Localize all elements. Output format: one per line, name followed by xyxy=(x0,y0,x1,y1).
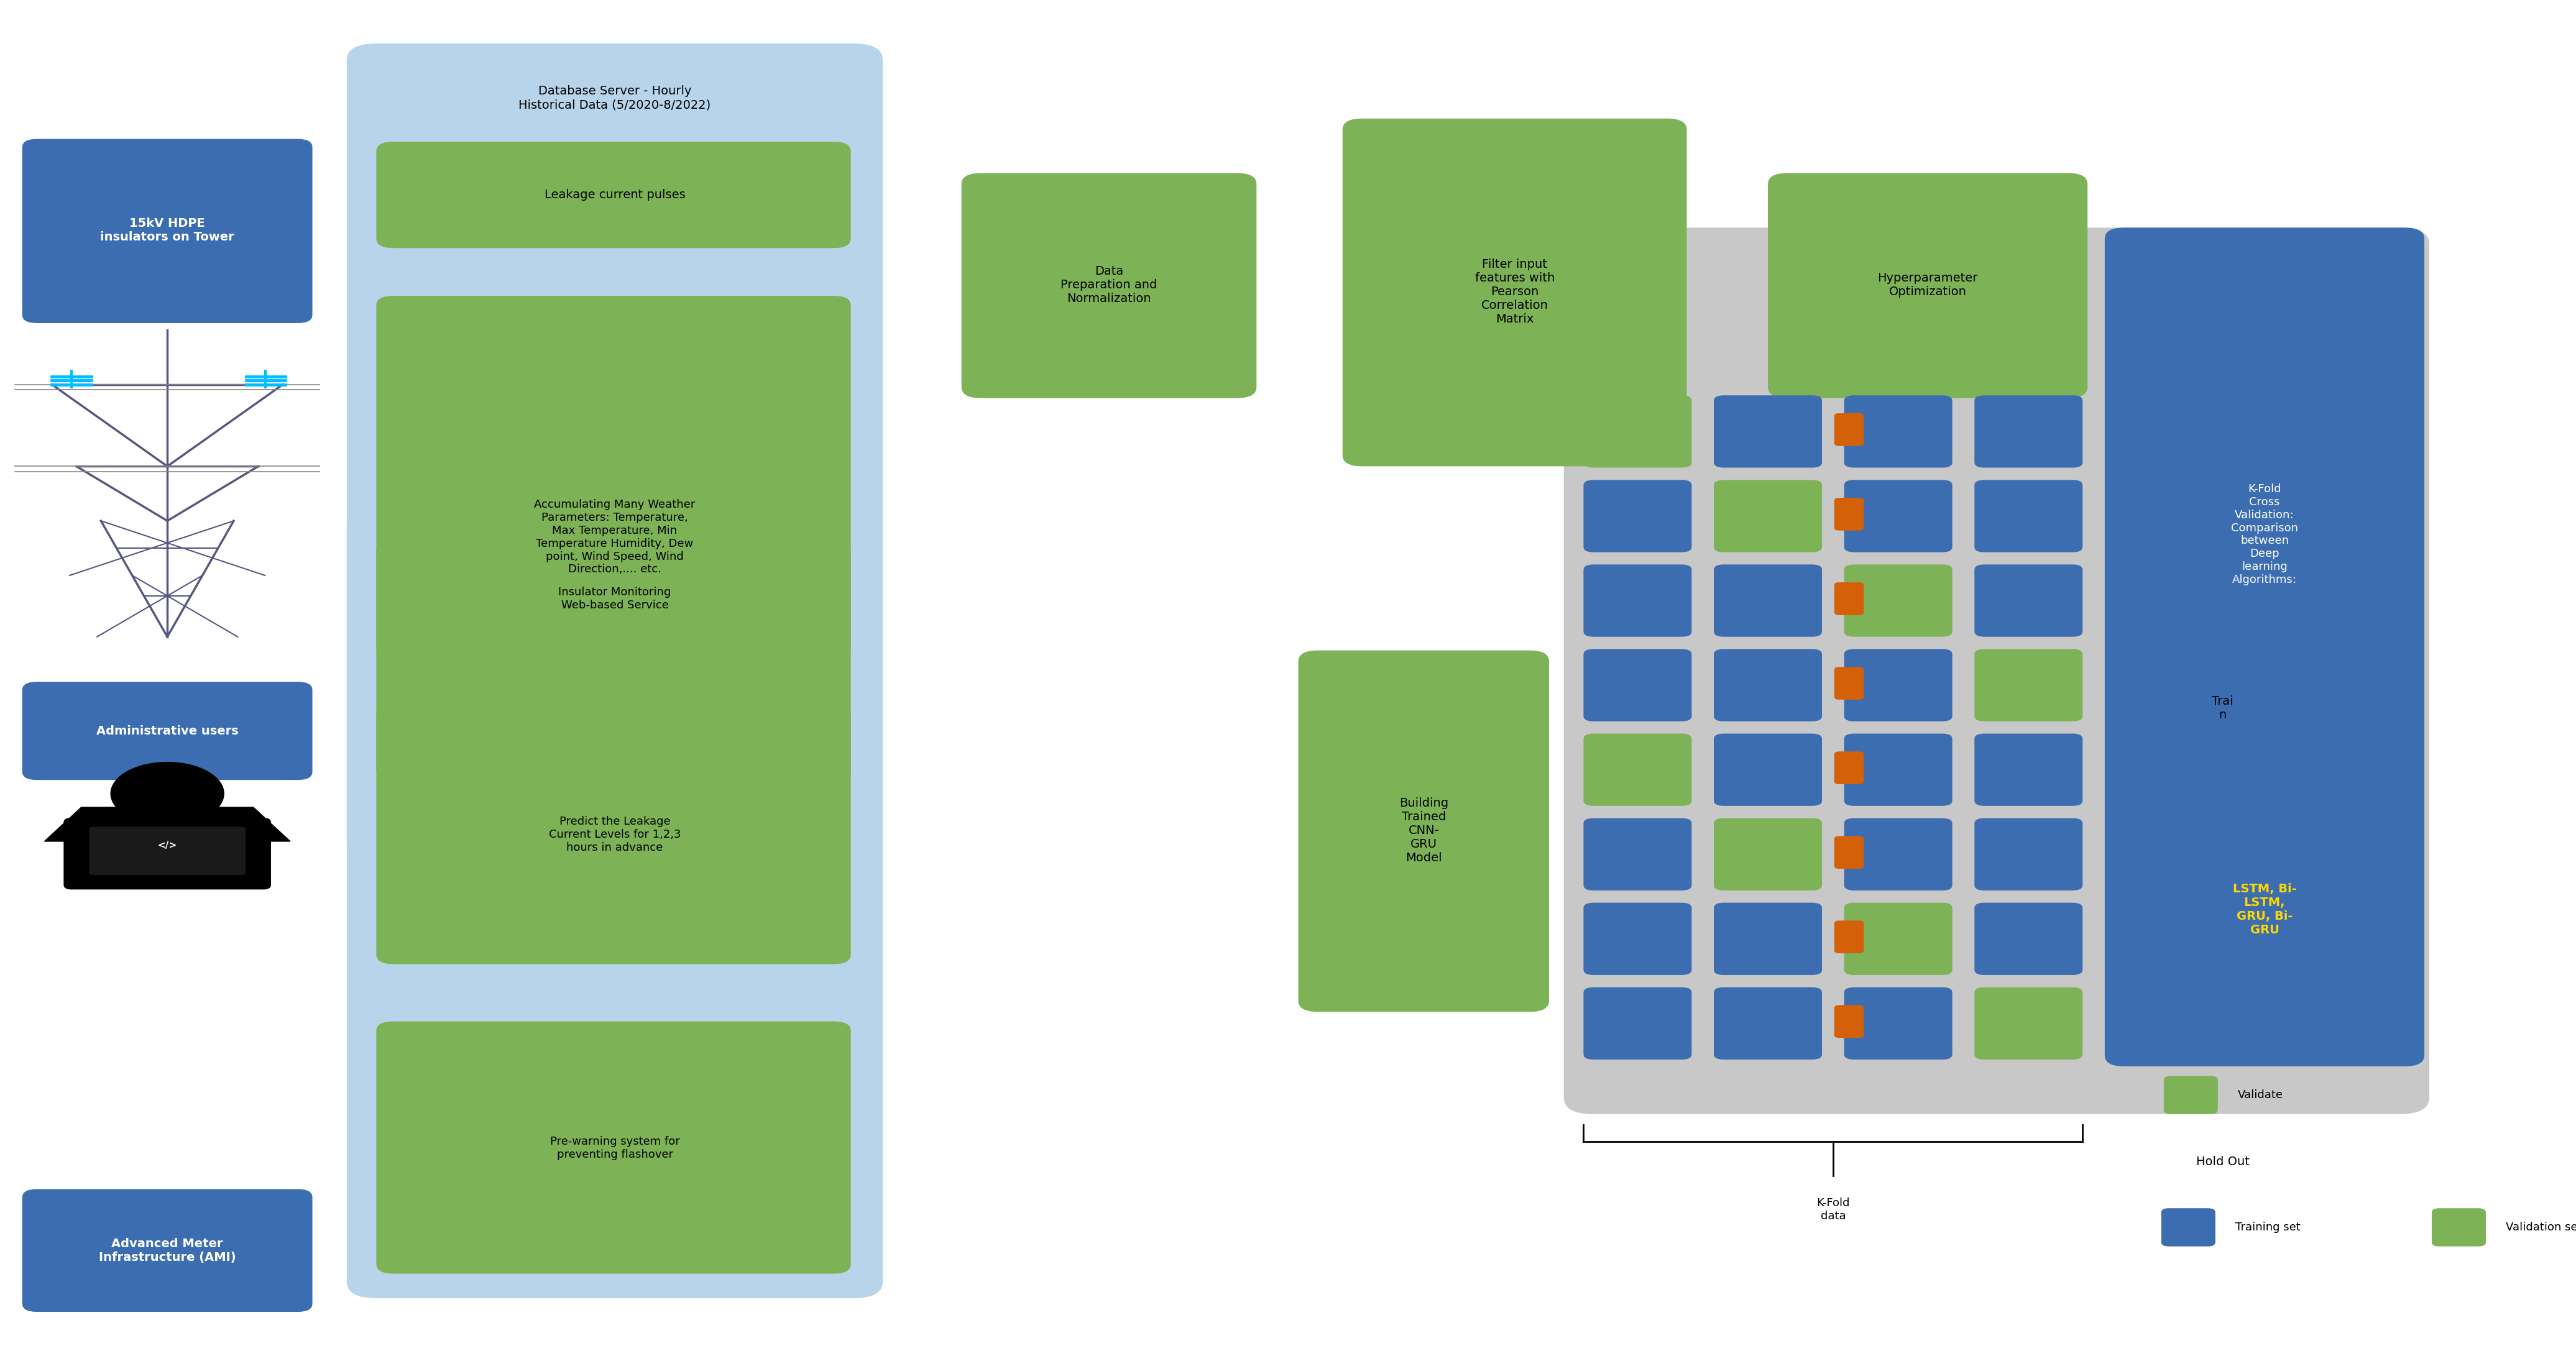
FancyBboxPatch shape xyxy=(1973,819,2081,890)
Text: Administrative users: Administrative users xyxy=(95,726,240,737)
FancyBboxPatch shape xyxy=(2166,734,2280,806)
FancyBboxPatch shape xyxy=(1844,564,1953,637)
FancyBboxPatch shape xyxy=(1767,172,2087,398)
Text: Insulator Monitoring
Web-based Service: Insulator Monitoring Web-based Service xyxy=(559,586,672,611)
FancyBboxPatch shape xyxy=(1973,396,2081,468)
FancyBboxPatch shape xyxy=(2105,227,2424,1066)
FancyBboxPatch shape xyxy=(1713,734,1821,806)
Text: Trai
n: Trai n xyxy=(2213,695,2233,721)
Text: Data
Preparation and
Normalization: Data Preparation and Normalization xyxy=(1061,266,1157,304)
FancyBboxPatch shape xyxy=(348,507,884,1298)
Text: Validation set: Validation set xyxy=(2506,1221,2576,1233)
Text: 15kV HDPE
insulators on Tower: 15kV HDPE insulators on Tower xyxy=(100,218,234,244)
Text: Advanced Meter
Infrastructure (AMI): Advanced Meter Infrastructure (AMI) xyxy=(98,1238,237,1264)
Text: Accumulating Many Weather
Parameters: Temperature,
Max Temperature, Min
Temperat: Accumulating Many Weather Parameters: Te… xyxy=(533,500,696,575)
FancyBboxPatch shape xyxy=(2164,1076,2218,1114)
Text: Filter input
features with
Pearson
Correlation
Matrix: Filter input features with Pearson Corre… xyxy=(1476,259,1553,324)
FancyBboxPatch shape xyxy=(2166,564,2280,637)
FancyBboxPatch shape xyxy=(2166,902,2280,975)
FancyBboxPatch shape xyxy=(2166,481,2280,552)
FancyBboxPatch shape xyxy=(1713,396,1821,468)
FancyBboxPatch shape xyxy=(1844,819,1953,890)
FancyBboxPatch shape xyxy=(1834,582,1865,615)
FancyBboxPatch shape xyxy=(2161,1209,2215,1246)
FancyBboxPatch shape xyxy=(1834,667,1865,700)
FancyBboxPatch shape xyxy=(1834,498,1865,531)
FancyBboxPatch shape xyxy=(2432,1209,2486,1246)
FancyBboxPatch shape xyxy=(1844,987,1953,1060)
FancyBboxPatch shape xyxy=(1342,119,1687,467)
FancyBboxPatch shape xyxy=(1834,413,1865,446)
FancyBboxPatch shape xyxy=(1564,227,2429,1114)
Text: K-Fold
data: K-Fold data xyxy=(1816,1198,1850,1221)
FancyBboxPatch shape xyxy=(1713,987,1821,1060)
FancyBboxPatch shape xyxy=(1584,481,1692,552)
FancyBboxPatch shape xyxy=(64,819,270,888)
FancyBboxPatch shape xyxy=(1584,987,1692,1060)
FancyBboxPatch shape xyxy=(1834,920,1865,953)
FancyBboxPatch shape xyxy=(1713,481,1821,552)
FancyBboxPatch shape xyxy=(1973,734,2081,806)
FancyBboxPatch shape xyxy=(2148,378,2298,1066)
FancyBboxPatch shape xyxy=(1834,836,1865,869)
FancyBboxPatch shape xyxy=(1973,649,2081,721)
FancyBboxPatch shape xyxy=(1844,649,1953,721)
FancyBboxPatch shape xyxy=(1584,396,1692,468)
FancyBboxPatch shape xyxy=(1973,564,2081,637)
FancyBboxPatch shape xyxy=(2166,649,2280,721)
Polygon shape xyxy=(44,808,291,842)
FancyBboxPatch shape xyxy=(376,142,850,248)
FancyBboxPatch shape xyxy=(1713,564,1821,637)
FancyBboxPatch shape xyxy=(1973,481,2081,552)
FancyBboxPatch shape xyxy=(1584,819,1692,890)
FancyBboxPatch shape xyxy=(1584,734,1692,806)
FancyBboxPatch shape xyxy=(376,541,850,657)
Text: LSTM, Bi-
LSTM,
GRU, Bi-
GRU: LSTM, Bi- LSTM, GRU, Bi- GRU xyxy=(2233,883,2295,936)
FancyBboxPatch shape xyxy=(1584,649,1692,721)
FancyBboxPatch shape xyxy=(1713,649,1821,721)
Text: Training set: Training set xyxy=(2236,1221,2300,1233)
FancyBboxPatch shape xyxy=(1713,902,1821,975)
Text: Leakage current pulses: Leakage current pulses xyxy=(544,189,685,201)
FancyBboxPatch shape xyxy=(376,705,850,964)
FancyBboxPatch shape xyxy=(1844,902,1953,975)
FancyBboxPatch shape xyxy=(1844,481,1953,552)
Text: </>: </> xyxy=(157,841,178,850)
FancyBboxPatch shape xyxy=(1844,734,1953,806)
FancyBboxPatch shape xyxy=(348,44,884,862)
Text: Predict the Leakage
Current Levels for 1,2,3
hours in advance: Predict the Leakage Current Levels for 1… xyxy=(549,816,680,853)
FancyBboxPatch shape xyxy=(1834,752,1865,784)
Text: K-Fold
Cross
Validation:
Comparison
between
Deep
learning
Algorithms:: K-Fold Cross Validation: Comparison betw… xyxy=(2231,483,2298,586)
Text: Validate: Validate xyxy=(2239,1090,2282,1101)
Text: Hold Out: Hold Out xyxy=(2197,1155,2249,1168)
FancyBboxPatch shape xyxy=(1584,564,1692,637)
Text: Database Server - Hourly
Historical Data (5/2020-8/2022): Database Server - Hourly Historical Data… xyxy=(518,85,711,111)
FancyBboxPatch shape xyxy=(2166,819,2280,890)
Text: Building
Trained
CNN-
GRU
Model: Building Trained CNN- GRU Model xyxy=(1399,797,1448,864)
Text: Pre-warning system for
preventing flashover: Pre-warning system for preventing flasho… xyxy=(549,1136,680,1161)
FancyBboxPatch shape xyxy=(1834,1005,1865,1038)
FancyBboxPatch shape xyxy=(88,827,245,875)
Text: Hyperparameter
Optimization: Hyperparameter Optimization xyxy=(1878,272,1978,297)
FancyBboxPatch shape xyxy=(1973,902,2081,975)
FancyBboxPatch shape xyxy=(1584,902,1692,975)
FancyBboxPatch shape xyxy=(23,1190,312,1312)
FancyBboxPatch shape xyxy=(376,296,850,780)
FancyBboxPatch shape xyxy=(23,682,312,780)
FancyBboxPatch shape xyxy=(1844,396,1953,468)
FancyBboxPatch shape xyxy=(1298,650,1548,1012)
FancyBboxPatch shape xyxy=(961,172,1257,398)
FancyBboxPatch shape xyxy=(376,1021,850,1273)
FancyBboxPatch shape xyxy=(1973,987,2081,1060)
FancyBboxPatch shape xyxy=(1713,819,1821,890)
FancyBboxPatch shape xyxy=(2166,396,2280,468)
Circle shape xyxy=(111,763,224,826)
FancyBboxPatch shape xyxy=(2166,987,2280,1060)
FancyBboxPatch shape xyxy=(23,140,312,323)
